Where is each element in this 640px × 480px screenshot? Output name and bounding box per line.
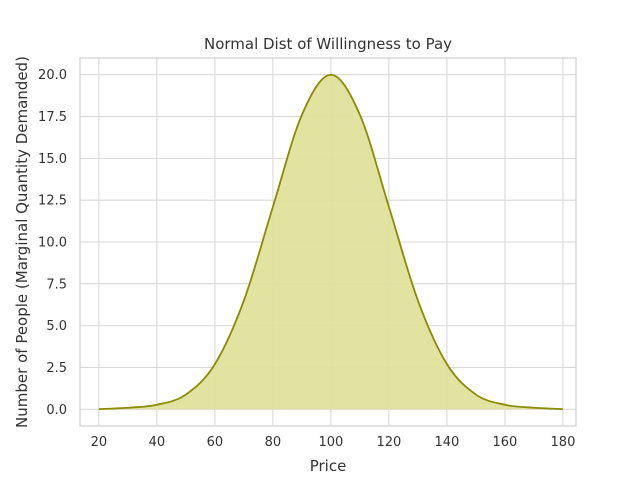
x-tick-label: 140: [435, 435, 460, 450]
y-tick-label: 12.5: [38, 194, 67, 209]
x-tick-label: 120: [376, 435, 401, 450]
series-layer: [98, 73, 563, 411]
x-tick-label: 40: [149, 435, 166, 450]
y-tick-label: 10.0: [38, 236, 67, 251]
series-line: [98, 73, 563, 411]
y-tick-label: 15.0: [38, 152, 67, 167]
x-tick-label: 20: [91, 435, 108, 450]
x-tick-label: 180: [551, 435, 576, 450]
x-tick-label: 100: [318, 435, 343, 450]
x-tick-label: 60: [207, 435, 224, 450]
chart-title: Normal Dist of Willingness to Pay: [204, 35, 452, 53]
y-tick-label: 7.5: [46, 277, 67, 292]
x-axis-label: Price: [310, 457, 347, 475]
y-tick-label: 5.0: [46, 319, 67, 334]
area-fill: [98, 74, 563, 410]
y-tick-label: 2.5: [46, 361, 67, 376]
y-tick-label: 0.0: [46, 403, 67, 418]
y-axis-label: Number of People (Marginal Quantity Dema…: [13, 56, 31, 428]
y-tick-labels: 0.0 2.5 5.0 7.5 10.0 12.5 15.0 17.5 20.0: [38, 68, 67, 418]
x-tick-label: 80: [265, 435, 282, 450]
y-tick-label: 17.5: [38, 110, 67, 125]
x-tick-labels: 20 40 60 80 100 120 140 160 180: [91, 435, 576, 450]
x-tick-label: 160: [493, 435, 518, 450]
plot-frame: [79, 57, 577, 427]
y-tick-label: 20.0: [38, 68, 67, 83]
